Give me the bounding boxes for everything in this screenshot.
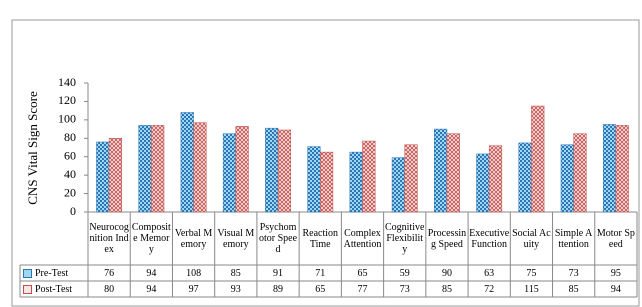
- y-tick-label: 100: [58, 112, 76, 126]
- legend-entry: Post-Test: [20, 281, 88, 297]
- x-tick-label: Verbal Memory: [172, 212, 214, 265]
- table-value: 97: [172, 281, 214, 297]
- bar: [350, 152, 363, 212]
- bar: [405, 145, 418, 212]
- table-value: 71: [299, 265, 341, 281]
- table-value: 93: [215, 281, 257, 297]
- table-value: 94: [130, 265, 172, 281]
- bar: [96, 142, 109, 212]
- bar: [447, 134, 460, 212]
- bar: [151, 125, 164, 212]
- bar: [392, 158, 405, 212]
- bar: [434, 129, 447, 212]
- table-value: 63: [468, 265, 510, 281]
- bar: [308, 147, 321, 212]
- legend-key: [23, 269, 32, 278]
- table-value: 94: [130, 281, 172, 297]
- table-value: 85: [553, 281, 595, 297]
- table-value: 115: [510, 281, 552, 297]
- x-tick-label: Social Acuity: [510, 212, 552, 265]
- bar: [574, 134, 587, 212]
- bar: [531, 106, 544, 212]
- bar: [477, 154, 490, 212]
- x-tick-label: Composite Memory: [130, 212, 172, 265]
- table-value: 80: [88, 281, 130, 297]
- bar: [278, 130, 291, 212]
- x-tick-label: Psychomotor Speed: [257, 212, 299, 265]
- x-tick-label: Cognitive Flexibility: [384, 212, 426, 265]
- table-value: 72: [468, 281, 510, 297]
- table-value: 73: [553, 265, 595, 281]
- legend-entry: Pre-Test: [20, 265, 88, 281]
- x-tick-label: Complex Attention: [341, 212, 383, 265]
- y-tick-label: 140: [58, 75, 76, 89]
- table-value: 94: [595, 281, 637, 297]
- y-axis-label: CNS Vital Sign Score: [25, 91, 40, 205]
- table-value: 85: [215, 265, 257, 281]
- table-value: 95: [595, 265, 637, 281]
- x-tick-label: Executive Function: [468, 212, 510, 265]
- bar: [561, 145, 574, 212]
- y-tick-label: 20: [64, 185, 76, 199]
- legend-label: Pre-Test: [35, 268, 68, 279]
- bar: [320, 152, 333, 212]
- table-value: 73: [384, 281, 426, 297]
- table-value: 85: [426, 281, 468, 297]
- chart: CNS Vital Sign Score 020406080100120140 …: [0, 0, 642, 307]
- table-value: 75: [510, 265, 552, 281]
- table-value: 108: [172, 265, 214, 281]
- bar: [603, 124, 616, 212]
- x-tick-label: Visual Memory: [215, 212, 257, 265]
- table-value: 90: [426, 265, 468, 281]
- legend-key: [23, 285, 32, 294]
- table-value: 59: [384, 265, 426, 281]
- bar: [265, 128, 278, 212]
- y-tick-label: 120: [58, 93, 76, 107]
- x-tick-label: Simple Attention: [553, 212, 595, 265]
- bar: [616, 125, 629, 212]
- x-tick-label: Reaction Time: [299, 212, 341, 265]
- bar: [139, 125, 152, 212]
- bar: [181, 112, 194, 212]
- x-tick-label: Processing Speed: [426, 212, 468, 265]
- bar: [363, 141, 376, 212]
- x-tick-label: Neurocognition Index: [88, 212, 130, 265]
- table-value: 65: [341, 265, 383, 281]
- table-value: 89: [257, 281, 299, 297]
- y-tick-label: 80: [64, 130, 76, 144]
- table-value: 76: [88, 265, 130, 281]
- bar: [489, 146, 502, 212]
- table-value: 91: [257, 265, 299, 281]
- y-tick-label: 40: [64, 167, 76, 181]
- x-tick-label: Motor Speed: [595, 212, 637, 265]
- bar: [109, 138, 122, 212]
- table-value: 77: [341, 281, 383, 297]
- bar: [194, 123, 207, 212]
- y-tick-label: 60: [64, 148, 76, 162]
- table-value: 65: [299, 281, 341, 297]
- bar: [223, 134, 236, 212]
- bar: [236, 126, 249, 212]
- y-tick-label: 0: [70, 204, 76, 218]
- legend-label: Post-Test: [35, 284, 72, 295]
- bar: [519, 143, 532, 212]
